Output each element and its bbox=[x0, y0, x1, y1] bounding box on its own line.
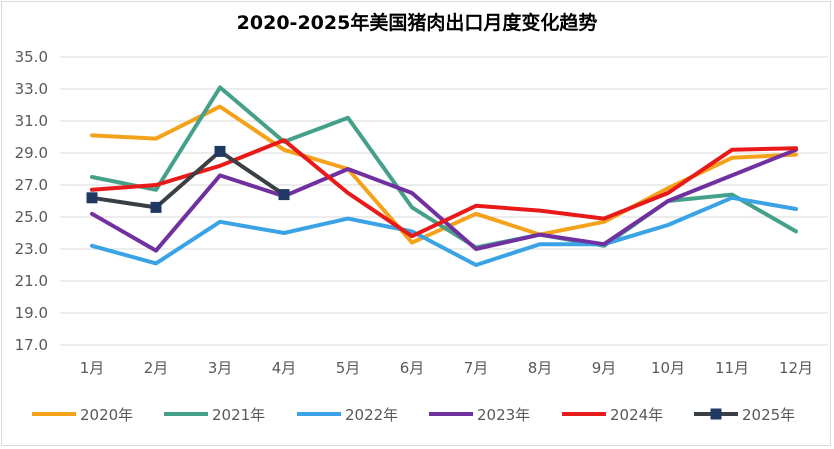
legend-item: 2022年 bbox=[297, 406, 398, 424]
series-line bbox=[90, 149, 286, 210]
x-tick-label: 12月 bbox=[779, 359, 813, 377]
data-point bbox=[214, 145, 226, 157]
x-tick-label: 10月 bbox=[651, 359, 685, 377]
y-tick-label: 35.0 bbox=[15, 48, 48, 66]
legend-item: 2023年 bbox=[429, 406, 530, 424]
series-2021年 bbox=[90, 85, 798, 250]
legend-item: 2021年 bbox=[164, 406, 265, 424]
legend-item: 2020年 bbox=[32, 406, 133, 424]
y-tick-label: 25.0 bbox=[15, 208, 48, 226]
series-2022年 bbox=[90, 195, 798, 267]
legend-label: 2021年 bbox=[212, 406, 265, 424]
legend-label: 2023年 bbox=[477, 406, 530, 424]
x-tick-label: 8月 bbox=[528, 359, 553, 377]
series-2025年 bbox=[86, 145, 290, 213]
legend-marker bbox=[710, 408, 722, 420]
y-tick-label: 17.0 bbox=[15, 336, 48, 354]
y-tick-label: 19.0 bbox=[15, 304, 48, 322]
series-line bbox=[90, 85, 798, 250]
legend-label: 2025年 bbox=[742, 406, 795, 424]
y-tick-label: 29.0 bbox=[15, 144, 48, 162]
x-tick-label: 3月 bbox=[208, 359, 233, 377]
x-tick-label: 6月 bbox=[400, 359, 425, 377]
x-tick-label: 9月 bbox=[592, 359, 617, 377]
y-axis-tick-labels: 17.0 19.0 21.0 23.0 25.0 27.0 29.0 31.0 33.0 35.0 bbox=[15, 48, 48, 354]
y-tick-label: 31.0 bbox=[15, 112, 48, 130]
y-tick-label: 27.0 bbox=[15, 176, 48, 194]
x-tick-label: 2月 bbox=[144, 359, 169, 377]
x-tick-label: 7月 bbox=[464, 359, 489, 377]
x-tick-label: 1月 bbox=[80, 359, 105, 377]
gridlines bbox=[60, 56, 828, 346]
x-tick-label: 4月 bbox=[272, 359, 297, 377]
legend-label: 2022年 bbox=[345, 406, 398, 424]
legend: 2020年 2021年 2022年 2023年 2024年 2025年 bbox=[32, 406, 795, 424]
series-line bbox=[90, 138, 798, 239]
x-tick-label: 11月 bbox=[715, 359, 749, 377]
data-point bbox=[150, 201, 162, 213]
y-tick-label: 21.0 bbox=[15, 272, 48, 290]
legend-item: 2024年 bbox=[562, 406, 663, 424]
series-2024年 bbox=[90, 138, 798, 239]
x-axis-tick-labels: 1月 2月 3月 4月 5月 6月 7月 8月 9月 10月 11月 12月 bbox=[80, 359, 813, 377]
legend-label: 2024年 bbox=[610, 406, 663, 424]
series-lines bbox=[86, 85, 798, 267]
legend-label: 2020年 bbox=[80, 406, 133, 424]
legend-item: 2025年 bbox=[694, 406, 795, 424]
y-tick-label: 33.0 bbox=[15, 80, 48, 98]
data-point bbox=[86, 192, 98, 204]
data-point bbox=[278, 189, 290, 201]
y-tick-label: 23.0 bbox=[15, 240, 48, 258]
chart-title: 2020-2025年美国猪肉出口月度变化趋势 bbox=[237, 11, 598, 34]
series-line bbox=[90, 195, 798, 267]
x-tick-label: 5月 bbox=[336, 359, 361, 377]
